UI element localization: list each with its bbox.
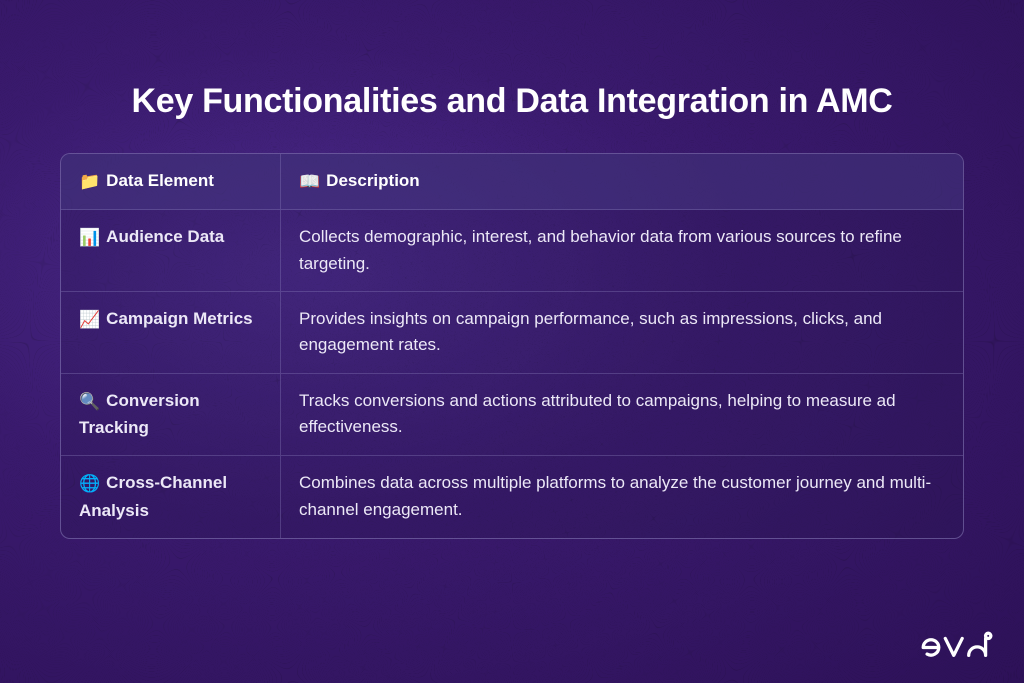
bar-chart-icon: 📊 <box>79 225 100 251</box>
brand-logo <box>918 623 996 663</box>
header-data-element: 📁 Data Element <box>61 154 281 210</box>
header-col2-label: Description <box>326 171 420 190</box>
folder-icon: 📁 <box>79 169 100 195</box>
data-table: 📁 Data Element 📖 Description 📊 Audience Dat… <box>60 153 964 539</box>
cell-description: Tracks conversions and actions attribute… <box>281 374 963 457</box>
element-label: Cross-Channel Analysis <box>79 473 227 519</box>
element-label: Campaign Metrics <box>106 309 252 328</box>
trend-chart-icon: 📈 <box>79 307 100 333</box>
cell-element: 📊 Audience Data <box>61 210 281 292</box>
cell-description: Provides insights on campaign performanc… <box>281 292 963 374</box>
table-row: 🔍Conversion Tracking Tracks conversions … <box>61 374 963 457</box>
eva-logo-icon <box>918 623 996 663</box>
table-header-row: 📁 Data Element 📖 Description <box>61 154 963 210</box>
table-row: 📈 Campaign Metrics Provides insights on c… <box>61 292 963 374</box>
header-description: 📖 Description <box>281 154 963 210</box>
book-icon: 📖 <box>299 169 320 195</box>
element-label: Audience Data <box>106 227 224 246</box>
cell-description: Collects demographic, interest, and beha… <box>281 210 963 292</box>
page-title: Key Functionalities and Data Integration… <box>60 82 964 121</box>
globe-icon: 🌐 <box>79 471 100 497</box>
cell-element: 🔍Conversion Tracking <box>61 374 281 457</box>
cell-description: Combines data across multiple platforms … <box>281 456 963 538</box>
magnifier-icon: 🔍 <box>79 389 100 415</box>
cell-element: 📈 Campaign Metrics <box>61 292 281 374</box>
header-col1-label: Data Element <box>106 171 214 190</box>
cell-element: 🌐Cross-Channel Analysis <box>61 456 281 538</box>
table-row: 🌐Cross-Channel Analysis Combines data ac… <box>61 456 963 538</box>
content-container: Key Functionalities and Data Integration… <box>0 0 1024 539</box>
table-row: 📊 Audience Data Collects demographic, int… <box>61 210 963 292</box>
